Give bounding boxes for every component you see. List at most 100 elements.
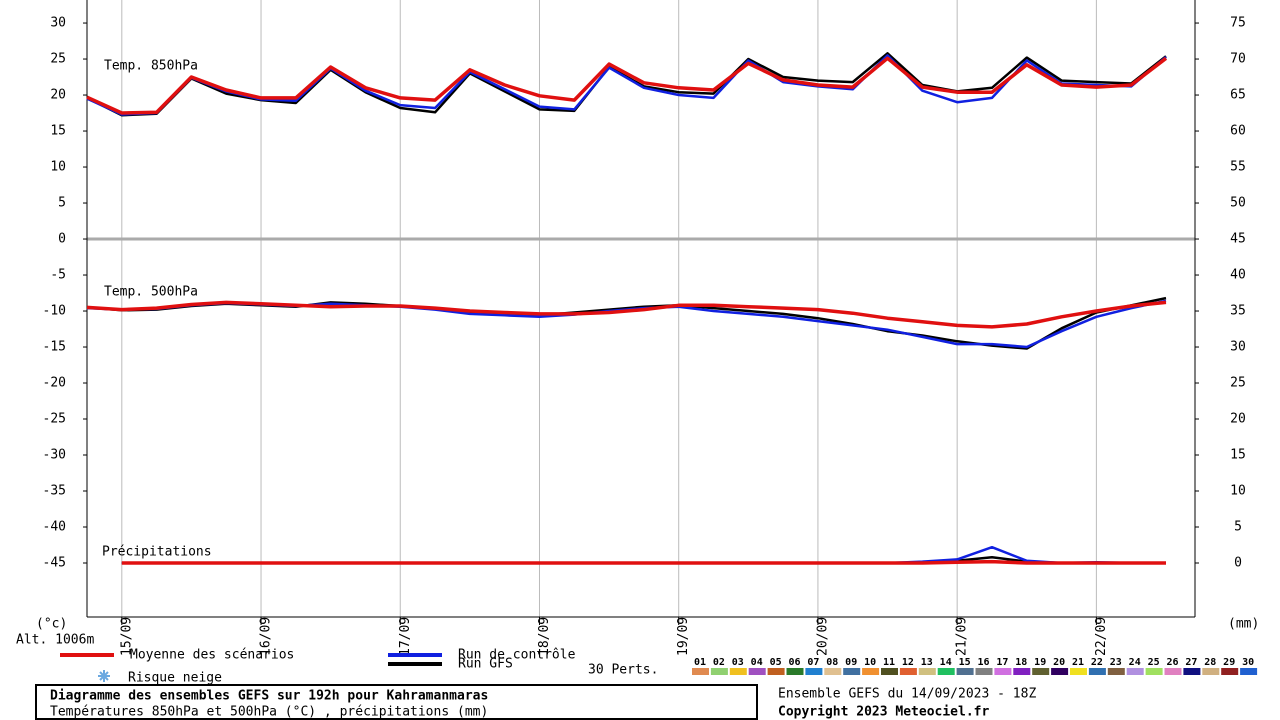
x-tick-label: 22/09	[1094, 617, 1109, 656]
perturbation-label: 04	[751, 657, 763, 668]
perturbation-swatch	[1183, 668, 1201, 675]
x-tick-label: 21/09	[955, 617, 970, 656]
perturbation-swatch	[881, 668, 898, 675]
perturbation-swatch	[786, 668, 804, 675]
x-tick-label: 18/09	[537, 617, 552, 656]
y2-tick-label: 30	[1230, 340, 1246, 355]
chart-title: Diagramme des ensembles GEFS sur 192h po…	[50, 689, 488, 704]
perturbation-swatch	[1013, 668, 1031, 675]
legend-label: Risque neige	[128, 671, 222, 686]
perturbation-label: 09	[845, 657, 857, 668]
perturbation-label: 14	[940, 657, 952, 668]
perturbation-swatch	[1032, 668, 1050, 675]
y-tick-label: -35	[43, 484, 66, 499]
y-tick-label: -45	[43, 556, 66, 571]
perturbation-swatch	[710, 668, 728, 675]
perturbation-swatch	[805, 668, 823, 675]
perturbation-label: 07	[807, 657, 819, 668]
perturbation-label: 26	[1166, 657, 1178, 668]
y2-tick-label: 50	[1230, 196, 1246, 211]
y-tick-label: 10	[50, 160, 66, 175]
perturbation-label: 18	[1015, 657, 1027, 668]
snow-icon	[98, 670, 110, 682]
y2-axis-label: (mm)	[1228, 617, 1259, 632]
perturbation-label: 05	[770, 657, 782, 668]
y-tick-label: 20	[50, 88, 66, 103]
y-tick-label: -30	[43, 448, 66, 463]
perturbation-label: 16	[977, 657, 989, 668]
x-tick-label: 17/09	[398, 617, 413, 656]
y-tick-label: -5	[50, 268, 66, 283]
copyright: Copyright 2023 Meteociel.fr	[778, 705, 989, 720]
y2-tick-label: 45	[1230, 232, 1246, 247]
perturbation-swatch	[1221, 668, 1239, 675]
y2-tick-label: 10	[1230, 484, 1246, 499]
perturbation-label: 21	[1072, 657, 1084, 668]
perturbation-label: 29	[1223, 657, 1235, 668]
series-line	[86, 56, 1168, 115]
perturbation-label: 19	[1034, 657, 1046, 668]
perturbation-label: 08	[826, 657, 838, 668]
y-tick-label: 30	[50, 16, 66, 31]
perturbation-label: 12	[902, 657, 914, 668]
series-line	[86, 296, 1167, 350]
y2-tick-label: 0	[1234, 556, 1242, 571]
perturbation-swatch	[937, 668, 955, 675]
y2-tick-label: 35	[1230, 304, 1246, 319]
x-tick-label: 16/09	[259, 617, 274, 656]
perturbation-swatch	[1240, 668, 1258, 675]
perturbation-label: 13	[921, 657, 933, 668]
perturbation-swatch	[975, 668, 993, 675]
perturbation-swatch	[956, 668, 974, 675]
y2-tick-label: 75	[1230, 16, 1246, 31]
perturbation-label: 30	[1242, 657, 1254, 668]
perturbation-swatch	[862, 668, 880, 675]
y2-tick-label: 40	[1230, 268, 1246, 283]
perturbation-label: 25	[1148, 657, 1160, 668]
y-tick-label: -25	[43, 412, 66, 427]
perturbation-swatch	[767, 668, 785, 675]
run-info: Ensemble GEFS du 14/09/2023 - 18Z	[778, 687, 1036, 702]
legend-label: Moyenne des scénarios	[130, 648, 294, 663]
legend-label: 30 Perts.	[588, 663, 658, 678]
perturbation-label: 24	[1129, 657, 1141, 668]
perturbation-swatch	[1145, 668, 1163, 675]
perturbation-label: 27	[1185, 657, 1197, 668]
y2-tick-label: 70	[1230, 52, 1246, 67]
perturbation-swatch	[1164, 668, 1182, 675]
perturbation-label: 22	[1091, 657, 1103, 668]
x-tick-label: 19/09	[676, 617, 691, 656]
x-tick-label: 20/09	[815, 617, 830, 656]
perturbation-swatch	[843, 668, 861, 675]
legend-label: Run de contrôle	[458, 648, 576, 663]
perturbation-swatch	[1126, 668, 1144, 675]
x-tick-label: 15/09	[119, 617, 134, 656]
perturbation-swatch	[899, 668, 917, 675]
perturbation-swatch	[748, 668, 766, 675]
series-line	[86, 300, 1167, 329]
y2-tick-label: 25	[1230, 376, 1246, 391]
y-tick-label: 5	[58, 196, 66, 211]
y2-tick-label: 60	[1230, 124, 1246, 139]
perturbation-swatch	[1107, 668, 1125, 675]
perturbation-swatch	[1070, 668, 1087, 675]
perturbation-swatch	[729, 668, 747, 675]
y-tick-label: -15	[43, 340, 66, 355]
y-tick-label: -10	[43, 304, 66, 319]
perturbation-label: 02	[713, 657, 725, 668]
y-tick-label: -40	[43, 520, 66, 535]
perturbation-label: 01	[694, 657, 706, 668]
perturbation-swatch	[824, 668, 842, 675]
perturbation-swatch	[692, 668, 709, 675]
panel-label: Temp. 850hPa	[104, 59, 198, 74]
y2-tick-label: 5	[1234, 520, 1242, 535]
panel-label: Précipitations	[102, 545, 212, 560]
perturbation-swatch	[1202, 668, 1220, 675]
panel-label: Temp. 500hPa	[104, 285, 198, 300]
series-line	[86, 54, 1167, 116]
y-tick-label: 0	[58, 232, 66, 247]
perturbation-swatch	[994, 668, 1012, 675]
perturbation-swatch	[918, 668, 936, 675]
perturbation-label: 06	[788, 657, 800, 668]
